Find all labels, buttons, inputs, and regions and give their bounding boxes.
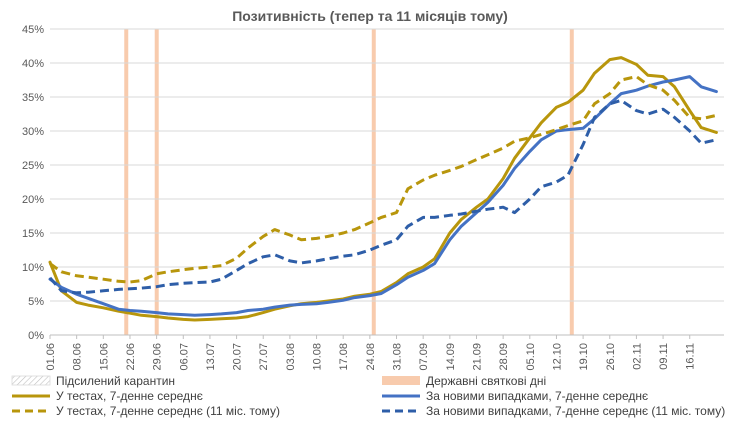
series-line-4 — [48, 98, 717, 295]
x-tick-label: 07.09 — [418, 343, 430, 371]
x-tick-label: 26.10 — [605, 343, 617, 371]
legend: Підсилений карантин Державні святкові дні… — [11, 374, 725, 418]
y-tick-label: 40% — [22, 58, 44, 70]
y-tick-label: 25% — [22, 160, 44, 172]
y-tick-label: 5% — [28, 296, 44, 308]
x-tick-label: 31.08 — [392, 343, 404, 371]
x-tick-label: 03.08 — [285, 343, 297, 371]
legend-label: Підсилений карантин — [56, 374, 175, 388]
holiday-band — [124, 29, 129, 335]
series-line-1 — [48, 56, 718, 322]
x-tick-label: 21.09 — [471, 343, 483, 371]
y-tick-label: 20% — [22, 194, 44, 206]
holiday-band — [569, 29, 574, 335]
legend-label: У тестах, 7-денне середнє — [56, 389, 203, 403]
x-tick-label: 29.06 — [152, 343, 164, 371]
y-tick-label: 15% — [22, 228, 44, 240]
x-tick-label: 28.09 — [498, 343, 510, 371]
x-tick-label: 17.08 — [338, 343, 350, 371]
x-tick-label: 19.10 — [578, 343, 590, 371]
x-tick-label: 22.06 — [125, 343, 137, 371]
legend-swatch-holidays — [382, 376, 420, 385]
legend-label: Державні святкові дні — [426, 374, 546, 388]
x-tick-label: 01.06 — [45, 343, 57, 371]
x-tick-label: 14.09 — [445, 343, 457, 371]
x-tick-label: 27.07 — [258, 343, 270, 371]
x-tick-label: 13.07 — [205, 343, 217, 371]
grid-lines — [50, 28, 724, 336]
x-tick-label: 09.11 — [658, 343, 670, 370]
x-axis-ticks: 01.06 08.06 15.06 22.06 29.06 06.07 13.07 20.07… — [45, 335, 697, 371]
x-tick-label: 15.06 — [98, 343, 110, 371]
x-tick-label: 12.10 — [551, 343, 563, 371]
chart-title: Позитивність (тепер та 11 місяців тому) — [232, 8, 508, 24]
y-tick-label: 0% — [28, 330, 44, 342]
x-tick-label: 16.11 — [685, 343, 697, 370]
legend-label: У тестах, 7-денне середнє (11 міс. тому) — [56, 404, 280, 418]
x-tick-label: 08.06 — [72, 343, 84, 371]
legend-label: За новими випадками, 7-денне середнє — [426, 389, 648, 403]
series-lines — [48, 56, 718, 322]
y-tick-label: 10% — [22, 262, 44, 274]
holiday-band — [154, 29, 159, 335]
x-tick-label: 06.07 — [178, 343, 190, 371]
holiday-bands — [124, 29, 574, 335]
series-line-2 — [48, 75, 718, 317]
x-tick-label: 05.10 — [525, 343, 537, 371]
x-tick-label: 24.08 — [365, 343, 377, 371]
y-tick-label: 35% — [22, 92, 44, 104]
y-tick-label: 45% — [22, 24, 44, 36]
holiday-band — [371, 29, 376, 335]
x-tick-label: 10.08 — [312, 343, 324, 371]
x-tick-label: 20.07 — [232, 343, 244, 371]
series-line-3 — [49, 75, 717, 284]
y-axis-ticks: 0% 5% 10% 15% 20% 25% 30% 35% 40% 45% — [22, 24, 44, 342]
legend-label: За новими випадками, 7-денне середнє (11… — [426, 404, 725, 418]
x-tick-label: 02.11 — [631, 343, 643, 370]
y-tick-label: 30% — [22, 126, 44, 138]
legend-swatch-quarantine — [11, 375, 51, 386]
